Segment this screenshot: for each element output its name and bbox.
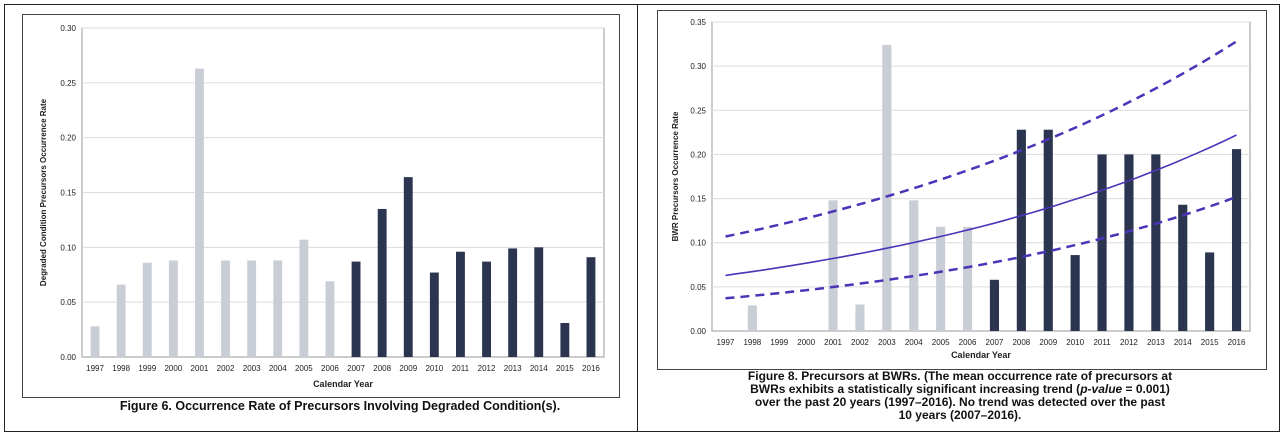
outer-frame [4,4,1280,432]
figure-8-caption: Figure 8. Precursors at BWRs. (The mean … [700,370,1220,422]
caption-p-value: p-value [1080,382,1123,396]
panel-divider [637,4,638,432]
chart-1-frame [22,14,620,398]
caption-line-2a: BWRs exhibits a statistically significan… [750,382,1081,396]
figure-6-caption: Figure 6. Occurrence Rate of Precursors … [119,399,561,413]
caption-line-4: 10 years (2007–2016). [898,408,1022,422]
caption-line-2b: = 0.001) [1122,382,1170,396]
caption-line-3: over the past 20 years (1997–2016). No t… [754,395,1166,409]
caption-line-1: Figure 8. Precursors at BWRs. (The mean … [747,369,1173,383]
chart-2-frame [657,10,1267,370]
